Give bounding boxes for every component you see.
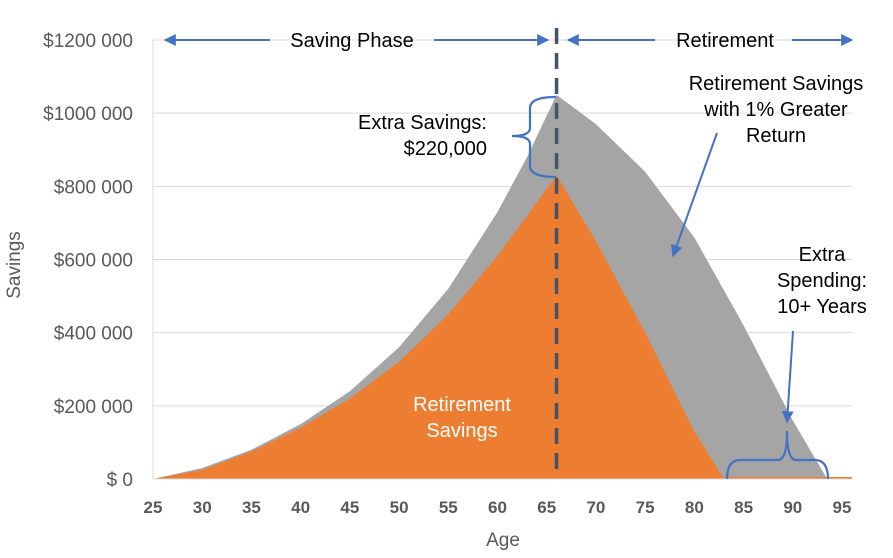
y-tick-label: $1200 000 [43, 31, 133, 52]
extra-savings-label-line2: $220,000 [404, 138, 487, 160]
extra-savings-label-line1: Extra Savings: [358, 112, 487, 134]
greater-return-label-line3: Return [746, 125, 806, 147]
x-tick-label: 50 [390, 498, 409, 517]
extra-spending-label-line1: Extra [799, 244, 847, 266]
greater-return-arrow [670, 132, 718, 258]
y-tick-label: $1000 000 [43, 104, 133, 125]
x-tick-label: 60 [488, 498, 507, 517]
retirement-savings-label-line1: Retirement [413, 394, 511, 416]
x-tick-label: 40 [291, 498, 310, 517]
y-tick-label: $600 000 [54, 251, 133, 272]
axes [152, 40, 852, 480]
y-axis-title: Savings [4, 231, 25, 299]
retirement-savings-area [153, 175, 724, 479]
area-series [153, 94, 852, 479]
extra-spending-label-line3: 10+ Years [777, 296, 867, 318]
greater-return-label-line1: Retirement Savings [689, 73, 864, 95]
extra-spending-label-line2: Spending: [777, 270, 867, 292]
x-tick-label: 65 [537, 498, 556, 517]
x-tick-label: 25 [144, 498, 163, 517]
extra-spending-arrow [781, 330, 794, 424]
x-tick-label: 75 [636, 498, 655, 517]
greater-return-label-line2: with 1% Greater [703, 99, 848, 121]
x-tick-label: 30 [193, 498, 212, 517]
x-tick-labels: 25 30 35 40 45 50 55 60 65 70 75 80 85 90 95 [144, 498, 852, 517]
x-tick-label: 85 [734, 498, 753, 517]
retirement-label: Retirement [676, 30, 774, 52]
x-tick-label: 90 [783, 498, 802, 517]
y-tick-label: $ 0 [107, 470, 133, 491]
x-tick-label: 80 [685, 498, 704, 517]
saving-phase-label: Saving Phase [290, 30, 413, 52]
retirement-savings-label-line2: Savings [426, 420, 497, 442]
extra-spending-bracket [725, 430, 830, 480]
y-tick-label: $400 000 [54, 324, 133, 345]
y-tick-label: $200 000 [54, 397, 133, 418]
x-tick-label: 55 [439, 498, 458, 517]
x-tick-label: 35 [242, 498, 261, 517]
x-axis-title: Age [486, 530, 520, 551]
x-tick-label: 95 [833, 498, 852, 517]
x-tick-label: 45 [340, 498, 359, 517]
y-tick-labels: $ 0 $200 000 $400 000 $600 000 $800 000 $1000… [43, 31, 133, 491]
x-tick-label: 70 [586, 498, 605, 517]
extra-savings-bracket [511, 95, 557, 179]
y-tick-label: $800 000 [54, 177, 133, 198]
